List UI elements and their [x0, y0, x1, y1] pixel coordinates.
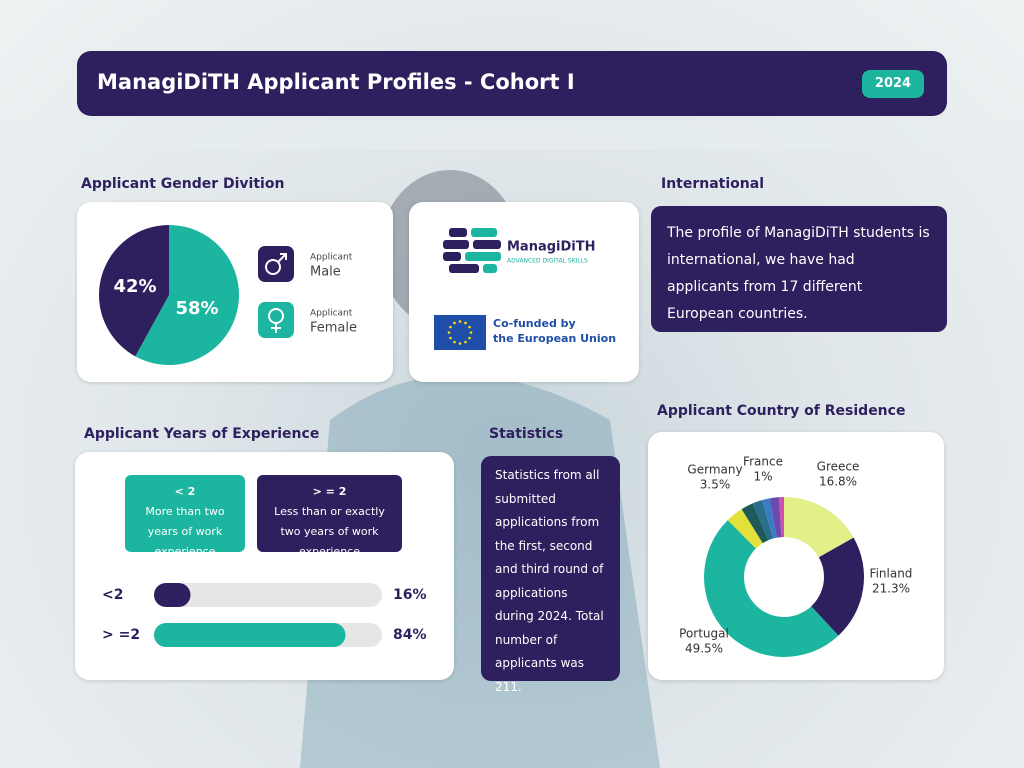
donut-slice: [741, 503, 769, 544]
pie-slice: [135, 225, 239, 365]
experience-chart: <2 16% > =2 84%: [102, 583, 427, 647]
icon-box: [258, 246, 294, 282]
slice-value: 16.8%: [819, 475, 857, 489]
icon-glyph: [277, 253, 287, 263]
legend-box: > = 2 Less than or exactly two years of …: [257, 475, 402, 558]
legend-icon: [258, 302, 294, 338]
donut-slice: [704, 520, 839, 657]
slice-name: Germany: [687, 463, 742, 477]
legend-prefix: Applicant: [310, 309, 353, 319]
eu-star: [468, 325, 471, 329]
section-heading: Applicant Years of Experience: [84, 426, 320, 442]
section-heading: Applicant Country of Residence: [657, 403, 906, 419]
icon-glyph: [265, 259, 281, 275]
legend-key: > = 2: [312, 485, 347, 498]
legend-text: More than two years of work experience: [145, 505, 225, 558]
donut-slice: [811, 537, 864, 636]
gender-chart: 58% 42% Applicant Male Applicant Female: [99, 225, 357, 365]
legend-icon: [258, 246, 294, 282]
eu-stars: [447, 320, 473, 345]
eu-star: [464, 340, 467, 344]
eu-star: [458, 342, 462, 345]
eu-star: [453, 340, 456, 344]
eu-star: [453, 321, 456, 325]
eu-text: Co-funded by: [493, 317, 576, 330]
legend-prefix: Applicant: [310, 253, 353, 263]
pie-slice: [99, 225, 169, 357]
legend-key: < 2: [174, 485, 196, 498]
slice-value: 1%: [753, 470, 772, 484]
bar-value: 16%: [393, 587, 427, 603]
bar: [154, 623, 346, 647]
eu-star: [449, 336, 452, 340]
year-badge: 2024: [862, 70, 924, 98]
header-title: ManagiDiTH Applicant Profiles - Cohort I: [97, 70, 575, 94]
slice-name: France: [743, 455, 783, 469]
slice-label: 58%: [175, 298, 218, 319]
donut-slice: [769, 497, 782, 538]
eu-text: the European Union: [493, 332, 616, 345]
bar-track: [154, 583, 382, 607]
bar: [154, 583, 191, 607]
slice-name: Portugal: [679, 627, 729, 641]
eu-star: [447, 331, 451, 334]
card: [409, 202, 639, 382]
legend-label: Male: [310, 265, 341, 280]
bar-value: 84%: [393, 627, 427, 643]
section-heading: Statistics: [489, 426, 564, 442]
donut-slice: [762, 498, 777, 539]
brand-icon: [443, 228, 501, 273]
slice-value: 3.5%: [700, 478, 731, 492]
donut-slice: [752, 500, 774, 541]
eu-star: [449, 325, 452, 329]
icon-glyph: [271, 323, 281, 333]
slice-value: 21.3%: [872, 582, 910, 596]
slice-label: 42%: [113, 276, 156, 297]
logos: ManagiDiTH ADVANCED DIGITAL SKILLS Co-fu…: [434, 228, 616, 350]
legend-box: < 2 More than two years of work experien…: [125, 475, 245, 558]
donut-slice: [778, 497, 784, 538]
eu-star: [469, 331, 473, 334]
eu-star: [458, 320, 462, 323]
header-bar: [77, 51, 947, 116]
slice-name: Finland: [870, 567, 913, 581]
donut-slice: [727, 509, 763, 549]
slice-value: 49.5%: [685, 642, 723, 656]
eu-star: [464, 321, 467, 325]
donut-slice: [784, 497, 854, 558]
icon-box: [258, 302, 294, 338]
slice-name: Greece: [817, 460, 860, 474]
eu-star: [468, 336, 471, 340]
legend-text: Less than or exactly two years of work e…: [274, 505, 385, 558]
legend-label: Female: [310, 321, 357, 336]
bar-label: > =2: [102, 627, 140, 643]
statistics-text: Statistics from all submitted applicatio…: [481, 456, 620, 694]
brand-name: ManagiDiTH: [507, 240, 596, 255]
section-heading: International: [661, 176, 765, 192]
section-heading: Applicant Gender Divition: [81, 176, 285, 192]
international-text: The profile of ManagiDiTH students is in…: [651, 206, 947, 332]
bar-label: <2: [102, 587, 123, 603]
brand-tagline: ADVANCED DIGITAL SKILLS: [507, 258, 588, 265]
